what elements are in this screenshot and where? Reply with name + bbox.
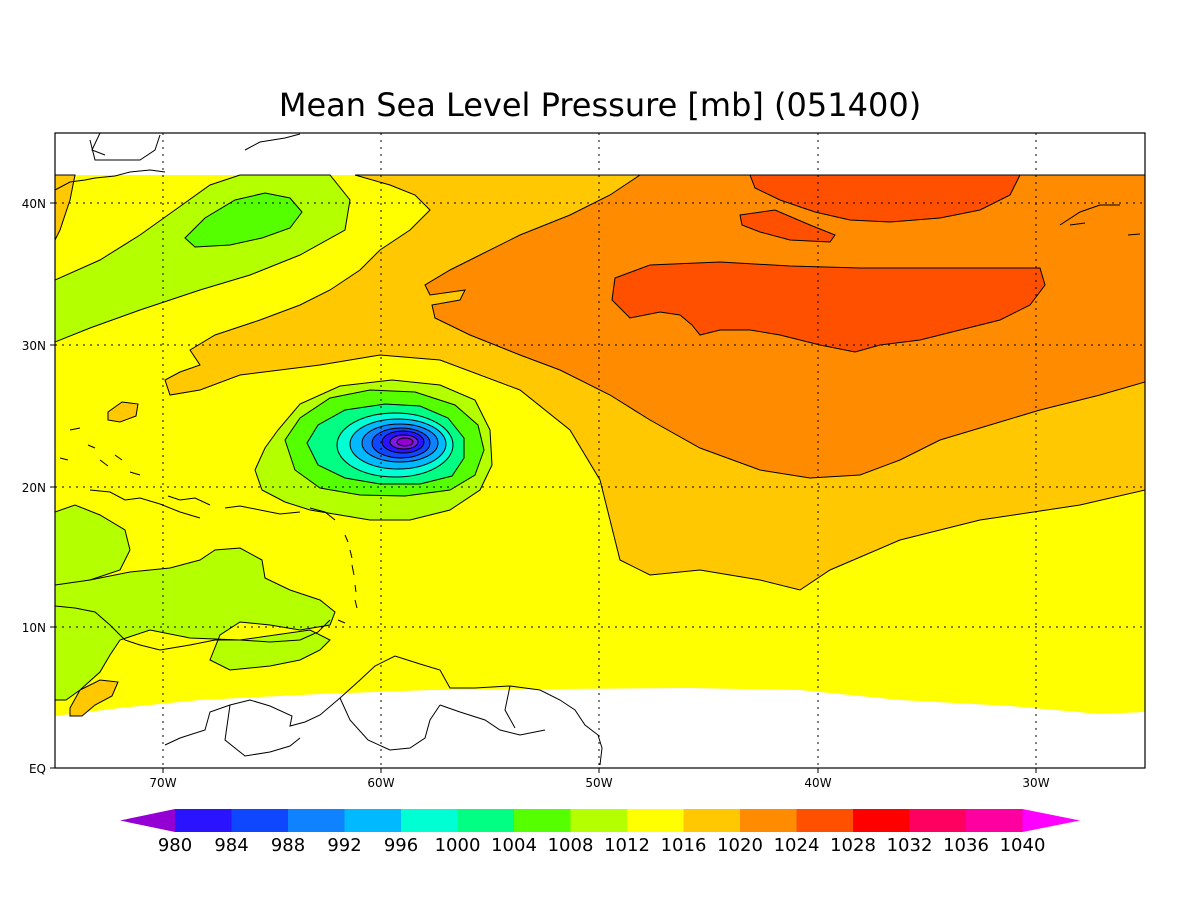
colorbar-swatch: [457, 809, 515, 832]
x-tick-label: 50W: [585, 776, 612, 790]
colorbar-label: 992: [327, 835, 361, 856]
ring-core: [396, 437, 414, 447]
coast-greater-antilles: [89, 489, 336, 521]
colorbar-label: 1020: [717, 835, 763, 856]
colorbar-swatch: [401, 809, 458, 832]
y-tick-label: 40N: [22, 197, 46, 211]
colorbar-label: 988: [271, 835, 305, 856]
colorbar-label: 1004: [491, 835, 537, 856]
colorbar-label: 984: [214, 835, 248, 856]
coast-borders: [224, 685, 546, 757]
gridlines: [55, 133, 1145, 768]
colorbar-left-arrow: [120, 809, 175, 832]
colorbar-label: 1016: [661, 835, 707, 856]
x-axis: 70W 60W 50W 40W 30W: [149, 768, 1050, 790]
region-1016-1020-sw: [69, 679, 119, 717]
coast-florida-us: [55, 134, 166, 191]
colorbar-label: 1032: [887, 835, 933, 856]
colorbar-label: 1000: [435, 835, 481, 856]
plot-area: [55, 133, 1145, 768]
coast-bahamas: [59, 427, 141, 476]
colorbar-label: 1028: [830, 835, 876, 856]
coast-lesser-antilles: [337, 534, 358, 624]
coast-central-america: [55, 605, 331, 651]
colorbar-label: 1008: [548, 835, 594, 856]
colorbar-swatch: [853, 809, 910, 832]
y-tick-label: EQ: [29, 762, 46, 776]
region-1016-1020-nw: [55, 174, 76, 241]
colorbar-label: 1024: [774, 835, 820, 856]
y-tick-label: 30N: [22, 339, 46, 353]
y-tick-label: 20N: [22, 481, 46, 495]
region-1024-1028-small: [739, 209, 836, 243]
colorbar-swatch: [514, 809, 571, 832]
colorbar-swatch: [740, 809, 797, 832]
colorbar-swatch: [909, 809, 967, 832]
pressure-field: [55, 174, 1145, 717]
colorbar-label: 1012: [604, 835, 650, 856]
colorbar-label: 996: [384, 835, 418, 856]
colorbar-swatch: [344, 809, 402, 832]
colorbar-swatch: [175, 809, 232, 832]
colorbar: 980 984 988 992 996 1000 1004 1008 1012 1016 1020 1…: [120, 809, 1080, 856]
y-axis: 40N 30N 20N 10N EQ: [22, 197, 55, 776]
region-1016-1020-small: [107, 401, 139, 423]
y-tick-label: 10N: [22, 621, 46, 635]
colorbar-label: 980: [158, 835, 192, 856]
x-tick-label: 30W: [1022, 776, 1049, 790]
colorbar-label: 1040: [1000, 835, 1046, 856]
colorbar-label: 1036: [943, 835, 989, 856]
chart-title: Mean Sea Level Pressure [mb] (051400): [279, 86, 921, 124]
region-1008-1012-carib2: [55, 547, 336, 701]
colorbar-swatch: [288, 809, 345, 832]
x-tick-label: 70W: [149, 776, 176, 790]
colorbar-swatch: [627, 809, 684, 832]
hurricane-low: [254, 379, 493, 521]
coast-maritimes: [91, 133, 301, 156]
colorbar-swatch: [570, 809, 628, 832]
coast-azores: [1059, 204, 1141, 236]
coast-south-america: [164, 655, 603, 766]
colorbar-swatch: [966, 809, 1023, 832]
region-1004-1008-nw: [184, 192, 303, 248]
x-tick-label: 40W: [804, 776, 831, 790]
coastlines: [55, 133, 1141, 766]
x-tick-label: 60W: [367, 776, 394, 790]
colorbar-right-arrow: [1022, 809, 1080, 832]
colorbar-swatch: [683, 809, 741, 832]
colorbar-swatch: [796, 809, 854, 832]
colorbar-swatch: [231, 809, 289, 832]
plot-frame: [54, 132, 1146, 769]
region-1024-1028-main: [611, 261, 1046, 353]
